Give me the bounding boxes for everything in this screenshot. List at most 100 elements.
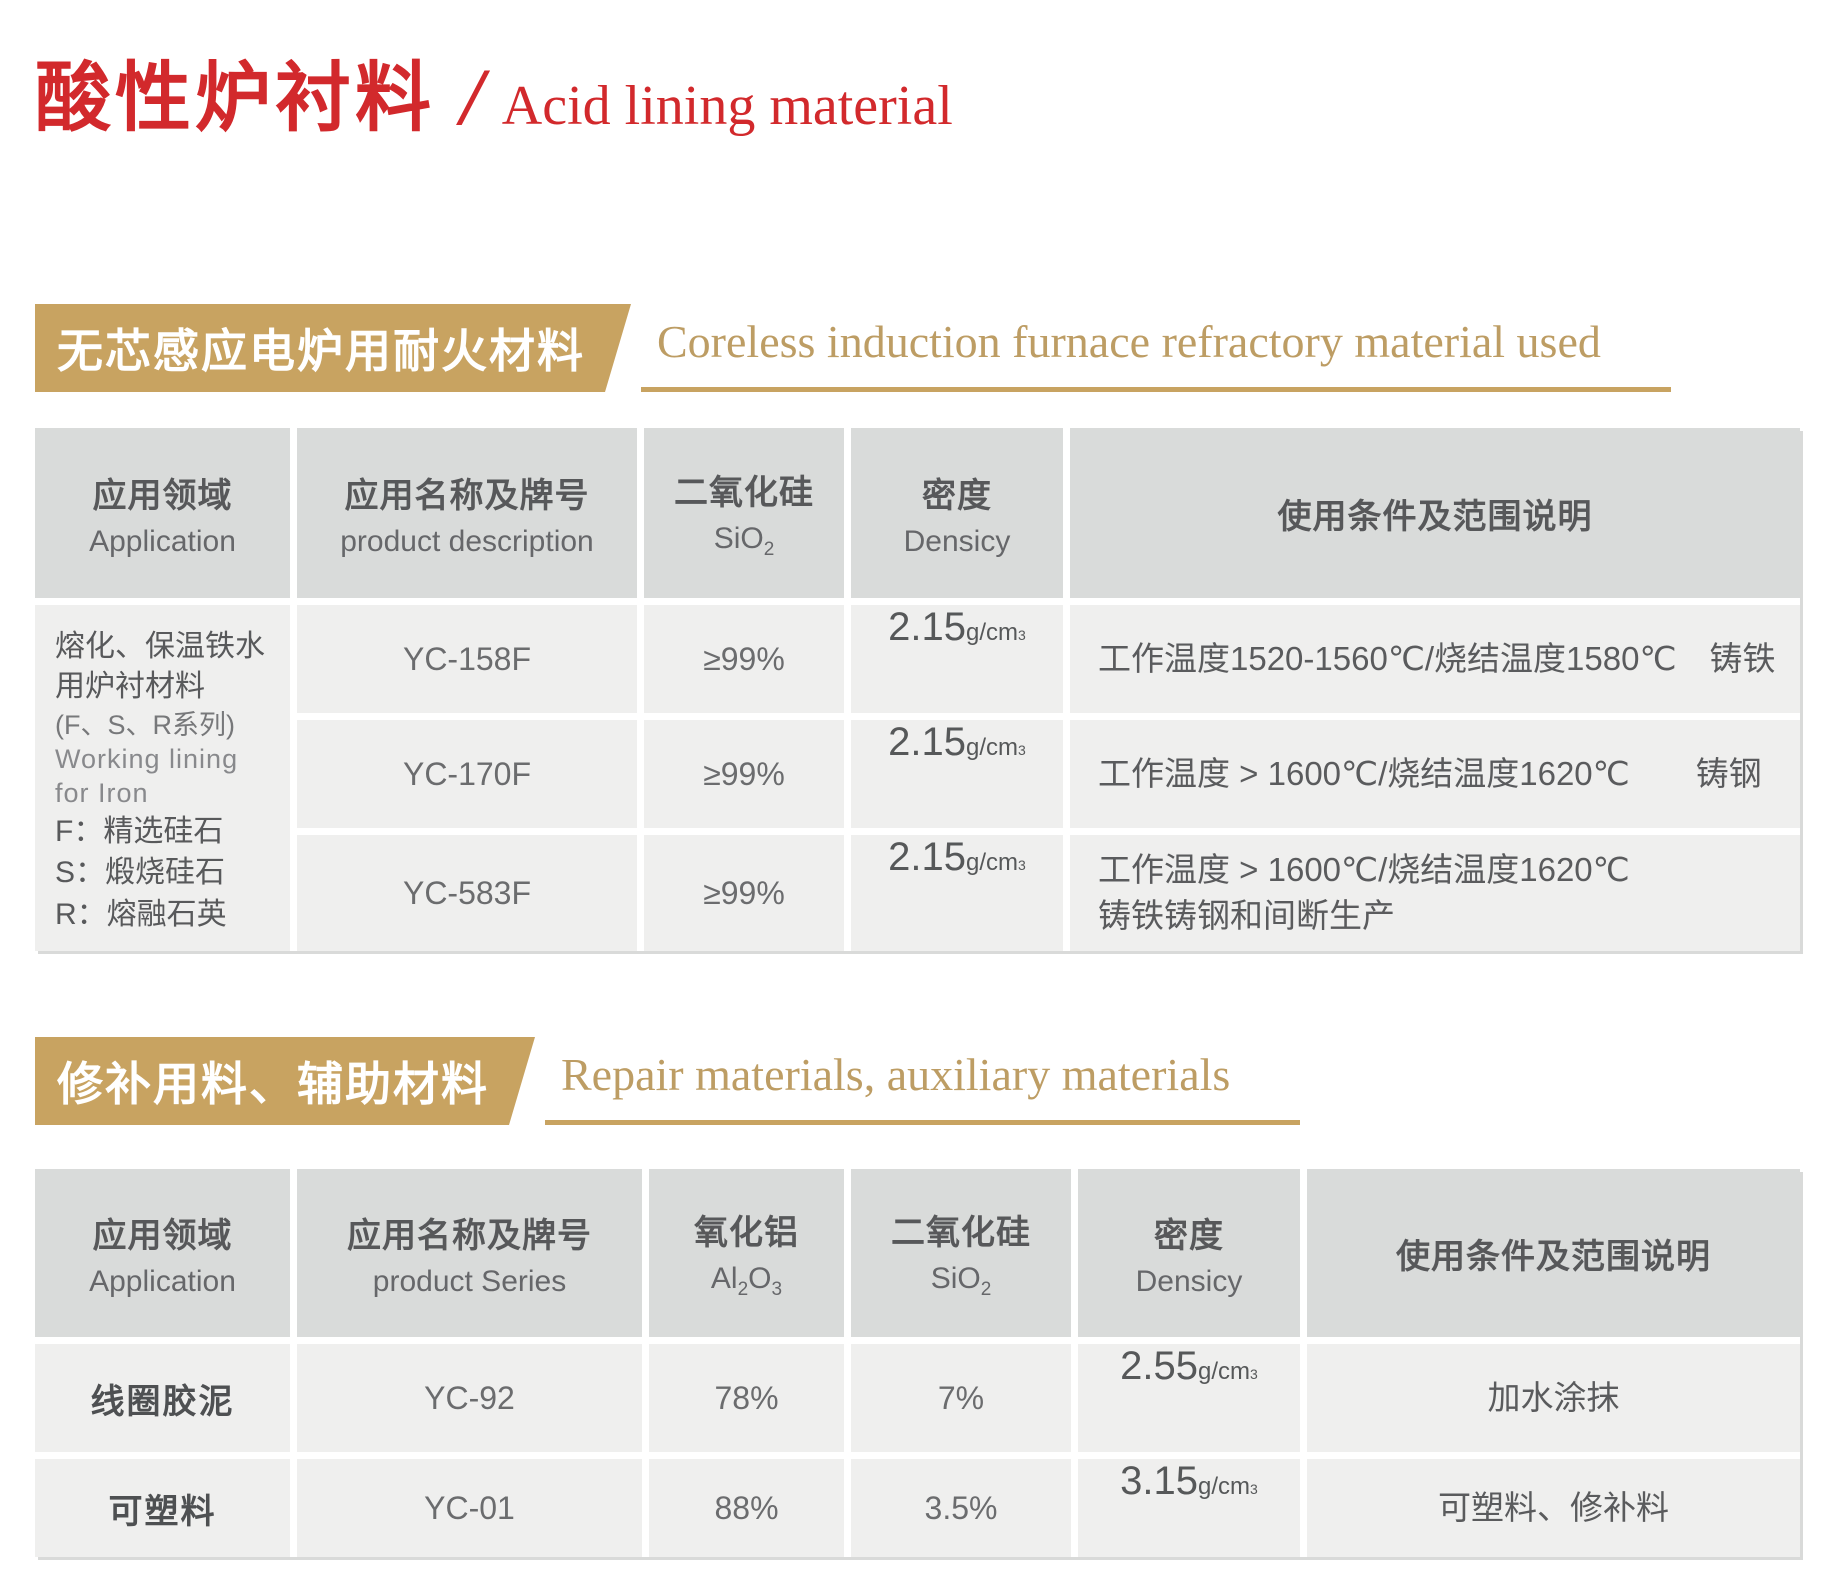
formula-base: Al	[710, 1262, 738, 1295]
density-exponent: 3	[1018, 627, 1026, 643]
header-label-cn: 密度	[922, 476, 992, 515]
formula-base: SiO	[713, 522, 764, 555]
sio2-value: ≥99%	[703, 640, 785, 677]
application-key-r: R：熔融石英	[55, 897, 227, 931]
condition-text: 工作温度1520-1560℃/烧结温度1580℃ 铸铁	[1098, 640, 1776, 678]
density-exponent: 3	[1250, 1481, 1258, 1497]
density-unit: g/cm	[966, 849, 1019, 876]
formula-subscript: 2	[980, 1279, 992, 1300]
condition-text: 工作温度 > 1600℃/烧结温度1620℃ 铸钢	[1098, 755, 1762, 793]
density-exponent: 3	[1018, 742, 1026, 758]
table-row-cell-density: 2.15 g/cm 3	[851, 835, 1063, 951]
sio2-value: 3.5%	[924, 1489, 998, 1526]
al2o3-value: 88%	[714, 1489, 779, 1526]
table-row-cell-conditions: 工作温度 > 1600℃/烧结温度1620℃ 铸钢	[1070, 720, 1800, 828]
formula-subscript: 3	[771, 1279, 783, 1300]
table-row-cell-product: YC-170F	[297, 720, 637, 828]
application-name: 线圈胶泥	[90, 1382, 235, 1421]
table-row-cell-sio2: ≥99%	[644, 720, 844, 828]
product-code: YC-170F	[402, 755, 532, 792]
formula-subscript: 2	[763, 539, 775, 560]
page-title: 酸性炉衬料 / Acid lining material	[35, 36, 1800, 142]
al2o3-value: 78%	[714, 1379, 779, 1416]
header-label-en: Application	[89, 524, 236, 558]
title-slash-divider: /	[461, 51, 484, 142]
density-unit: g/cm	[966, 734, 1019, 761]
density-unit: g/cm	[1198, 1358, 1251, 1385]
table-row-cell-density: 2.55 g/cm 3	[1078, 1344, 1300, 1452]
table-row-cell-product: YC-01	[297, 1459, 642, 1557]
page-title-chinese: 酸性炉衬料	[35, 56, 435, 141]
header-label-cn: 二氧化硅	[891, 1214, 1031, 1252]
table-row-cell-application: 可塑料	[35, 1459, 290, 1557]
condition-text: 加水涂抹	[1487, 1379, 1620, 1417]
product-code: YC-01	[424, 1489, 515, 1526]
density-value: 2.15	[888, 720, 967, 764]
header-label-cn: 应用名称及牌号	[344, 476, 590, 515]
header-label-cn: 使用条件及范围说明	[1277, 497, 1593, 536]
application-text-en: for Iron	[55, 778, 149, 809]
table-row-cell-sio2: 3.5%	[851, 1459, 1071, 1557]
section1-subtitle: Coreless induction furnace refractory ma…	[641, 307, 1671, 392]
header-label-cn: 应用领域	[92, 476, 233, 515]
table1-header-sio2: 二氧化硅 SiO2	[644, 428, 844, 598]
table-row-cell-product: YC-92	[297, 1344, 642, 1452]
table-row-cell-al2o3: 78%	[649, 1344, 844, 1452]
sio2-value: ≥99%	[703, 755, 785, 792]
condition-text: 可塑料、修补料	[1438, 1489, 1669, 1527]
header-label-cn: 应用领域	[92, 1216, 233, 1255]
table1-header-product: 应用名称及牌号 product description	[297, 428, 637, 598]
header-label-cn: 密度	[1154, 1216, 1224, 1255]
header-label-en: Application	[89, 1264, 236, 1298]
table1-application-cell: 熔化、保温铁水用炉衬材料 (F、S、R系列) Working lining fo…	[35, 605, 290, 951]
table1-header-application: 应用领域 Application	[35, 428, 290, 598]
condition-text: 铸铁铸钢和间断生产	[1098, 897, 1395, 934]
section1-banner-label: 无芯感应电炉用耐火材料	[57, 325, 585, 377]
table-row-cell-application: 线圈胶泥	[35, 1344, 290, 1452]
table-row-cell-product: YC-158F	[297, 605, 637, 713]
table-row-cell-sio2: ≥99%	[644, 605, 844, 713]
table-row-cell-density: 2.15 g/cm 3	[851, 605, 1063, 713]
sio2-value: ≥99%	[703, 874, 785, 911]
product-code: YC-583F	[402, 874, 532, 911]
sio2-formula: SiO2	[714, 522, 775, 561]
table-row-cell-sio2: ≥99%	[644, 835, 844, 951]
table1-header-density: 密度 Densicy	[851, 428, 1063, 598]
coreless-furnace-table: 应用领域 Application 应用名称及牌号 product descrip…	[35, 428, 1800, 951]
section2-header: 修补用料、辅助材料 Repair materials, auxiliary ma…	[35, 1037, 1800, 1125]
table-row-cell-density: 2.15 g/cm 3	[851, 720, 1063, 828]
density-exponent: 3	[1250, 1366, 1258, 1382]
density-unit: g/cm	[1198, 1473, 1251, 1500]
repair-materials-table: 应用领域 Application 应用名称及牌号 product Series …	[35, 1169, 1800, 1557]
header-label-en: Densicy	[1135, 1264, 1243, 1298]
formula-base: O	[748, 1262, 772, 1295]
table-row-cell-conditions: 可塑料、修补料	[1307, 1459, 1800, 1557]
section1-header: 无芯感应电炉用耐火材料 Coreless induction furnace r…	[35, 304, 1800, 392]
table-row-cell-product: YC-583F	[297, 835, 637, 951]
application-key-f: F：精选硅石	[55, 814, 224, 848]
formula-subscript: 2	[737, 1279, 749, 1300]
density-value: 2.55	[1120, 1344, 1199, 1388]
application-text: 熔化、保温铁水用炉衬材料	[55, 630, 265, 703]
table1-header-conditions: 使用条件及范围说明	[1070, 428, 1800, 598]
formula-base: SiO	[930, 1262, 981, 1295]
table-row-cell-density: 3.15 g/cm 3	[1078, 1459, 1300, 1557]
page-title-english: Acid lining material	[501, 75, 953, 137]
density-value: 2.15	[888, 835, 967, 879]
header-label-cn: 氧化铝	[694, 1214, 799, 1252]
header-label-en: product Series	[372, 1264, 567, 1298]
table-row-cell-conditions: 工作温度 > 1600℃/烧结温度1620℃ 铸铁铸钢和间断生产	[1070, 835, 1800, 951]
table-row-cell-al2o3: 88%	[649, 1459, 844, 1557]
sio2-value: 7%	[937, 1379, 985, 1416]
application-text-en: Working lining	[55, 744, 239, 775]
header-label-cn: 使用条件及范围说明	[1396, 1237, 1711, 1276]
product-code: YC-92	[424, 1379, 515, 1416]
section2-banner: 修补用料、辅助材料	[35, 1037, 535, 1125]
density-unit: g/cm	[966, 619, 1019, 646]
header-label-cn: 二氧化硅	[674, 474, 814, 512]
product-code: YC-158F	[402, 640, 532, 677]
table2-header-product: 应用名称及牌号 product Series	[297, 1169, 642, 1337]
al2o3-formula: Al2O3	[711, 1262, 782, 1301]
sio2-formula: SiO2	[931, 1262, 992, 1301]
